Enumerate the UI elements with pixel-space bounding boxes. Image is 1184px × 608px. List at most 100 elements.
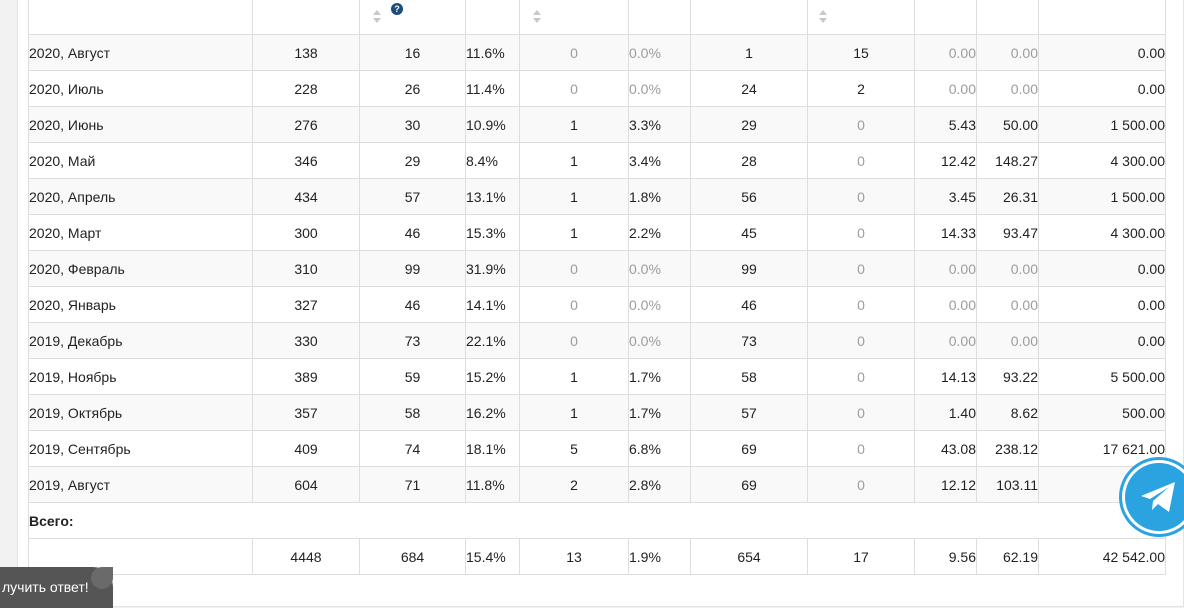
value-cell: 0.0% (628, 250, 691, 287)
value-cell: 16 (359, 34, 466, 71)
value-cell: 73 (359, 322, 466, 359)
value-cell: 50.00 (976, 106, 1039, 143)
header-col-10[interactable] (1038, 0, 1166, 35)
value-cell: 69 (690, 430, 808, 467)
header-col-4[interactable] (519, 0, 629, 35)
value-cell: 12.42 (914, 142, 977, 179)
value-cell: 1 (519, 178, 629, 215)
value-cell: 0.00 (976, 322, 1039, 359)
value-cell: 0.00 (914, 286, 977, 323)
sort-arrows-icon[interactable] (372, 7, 382, 25)
total-cell: 42 542.00 (1038, 538, 1166, 575)
value-cell: 389 (252, 358, 360, 395)
value-cell: 46 (690, 286, 808, 323)
value-cell: 1 (519, 142, 629, 179)
header-col-2[interactable]: ? (359, 0, 466, 35)
value-cell: 1 (519, 106, 629, 143)
value-cell: 58 (690, 358, 808, 395)
table-row: 2019, Август 604 71 11.8% 2 2.8% 69 0 12.12 103.1… (28, 466, 1166, 503)
value-cell: 57 (359, 178, 466, 215)
period-cell: 2020, Июнь (28, 106, 253, 143)
help-icon[interactable]: ? (391, 3, 403, 15)
value-cell: 73 (690, 322, 808, 359)
period-cell: 2020, Март (28, 214, 253, 251)
value-cell: 0 (519, 322, 629, 359)
value-cell: 15.2% (465, 358, 520, 395)
total-cell: 654 (690, 538, 808, 575)
table-header-row: ? (28, 0, 1166, 35)
total-cell: 13 (519, 538, 629, 575)
value-cell: 0 (807, 286, 915, 323)
total-cell: 17 (807, 538, 915, 575)
value-cell: 0.0% (628, 286, 691, 323)
table-row: 2020, Март 300 46 15.3% 1 2.2% 45 0 14.33 93.47 4 … (28, 214, 1166, 251)
telegram-button[interactable] (1125, 463, 1184, 531)
chat-widget-button[interactable]: лучить ответ! (0, 567, 113, 608)
value-cell: 1 (519, 214, 629, 251)
table-row: 2020, Июль 228 26 11.4% 0 0.0% 24 2 0.00 0.00 0.00 (28, 70, 1166, 107)
value-cell: 99 (690, 250, 808, 287)
value-cell: 346 (252, 142, 360, 179)
table-row: 2020, Апрель 434 57 13.1% 1 1.8% 56 0 3.45 26.31 1… (28, 178, 1166, 215)
value-cell: 0 (519, 286, 629, 323)
value-cell: 327 (252, 286, 360, 323)
value-cell: 1 500.00 (1038, 106, 1166, 143)
value-cell: 0.0% (628, 34, 691, 71)
telegram-icon (1141, 482, 1175, 512)
value-cell: 31.9% (465, 250, 520, 287)
value-cell: 46 (359, 214, 466, 251)
total-cell: 15.4% (465, 538, 520, 575)
total-label-row: Всего: (28, 502, 1166, 539)
value-cell: 3.45 (914, 178, 977, 215)
value-cell: 2 (807, 70, 915, 107)
value-cell: 0 (807, 106, 915, 143)
header-col-6[interactable] (690, 0, 808, 35)
total-cell: 4448 (252, 538, 360, 575)
header-col-7[interactable] (807, 0, 915, 35)
period-cell: 2019, Август (28, 466, 253, 503)
header-col-9[interactable] (976, 0, 1039, 35)
value-cell: 18.1% (465, 430, 520, 467)
value-cell: 0 (519, 250, 629, 287)
value-cell: 2.8% (628, 466, 691, 503)
period-cell: 2020, Июль (28, 70, 253, 107)
value-cell: 57 (690, 394, 808, 431)
value-cell: 13.1% (465, 178, 520, 215)
chat-widget-label: лучить ответ! (2, 579, 89, 595)
value-cell: 1.40 (914, 394, 977, 431)
period-cell: 2019, Октябрь (28, 394, 253, 431)
sort-arrows-icon[interactable] (818, 7, 828, 25)
value-cell: 12.12 (914, 466, 977, 503)
period-cell: 2019, Сентябрь (28, 430, 253, 467)
header-col-8[interactable] (914, 0, 977, 35)
header-col-1[interactable] (252, 0, 360, 35)
value-cell: 0.00 (1038, 286, 1166, 323)
value-cell: 0 (519, 34, 629, 71)
value-cell: 0.00 (1038, 70, 1166, 107)
value-cell: 0 (807, 178, 915, 215)
period-cell: 2020, Август (28, 34, 253, 71)
value-cell: 15 (807, 34, 915, 71)
header-col-5[interactable] (628, 0, 691, 35)
period-cell: 2020, Февраль (28, 250, 253, 287)
value-cell: 22.1% (465, 322, 520, 359)
sort-arrows-icon[interactable] (532, 7, 542, 25)
table-row: 2020, Май 346 29 8.4% 1 3.4% 28 0 12.42 148.27 4 3… (28, 142, 1166, 179)
value-cell: 56 (690, 178, 808, 215)
value-cell: 26.31 (976, 178, 1039, 215)
table-row: 2020, Февраль 310 99 31.9% 0 0.0% 99 0 0.00 0.00 0… (28, 250, 1166, 287)
value-cell: 0 (807, 394, 915, 431)
total-label: Всего: (28, 502, 1166, 539)
value-cell: 15.3% (465, 214, 520, 251)
value-cell: 71 (359, 466, 466, 503)
value-cell: 434 (252, 178, 360, 215)
value-cell: 8.4% (465, 142, 520, 179)
value-cell: 58 (359, 394, 466, 431)
table-row: 2020, Август 138 16 11.6% 0 0.0% 1 15 0.00 0.00 0.… (28, 34, 1166, 71)
value-cell: 0.00 (914, 34, 977, 71)
value-cell: 30 (359, 106, 466, 143)
table-row: 2020, Июнь 276 30 10.9% 1 3.3% 29 0 5.43 50.00 1 5… (28, 106, 1166, 143)
header-col-3[interactable] (465, 0, 520, 35)
value-cell: 1 (519, 358, 629, 395)
value-cell: 103.11 (976, 466, 1039, 503)
